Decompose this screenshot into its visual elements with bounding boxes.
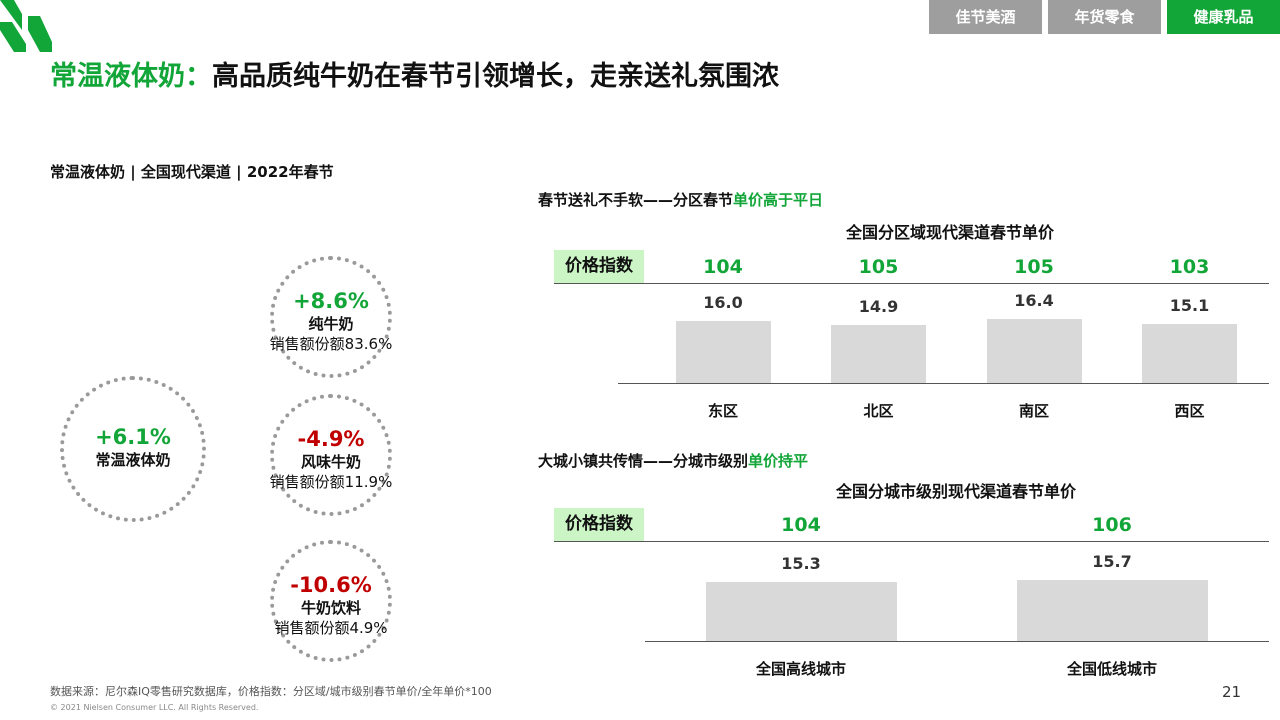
price-bar [831,324,926,383]
sub-category-name: 风味牛奶 [300,453,361,471]
price-index-value: 104 [703,256,743,278]
region-section-title-highlight: 单价高于平日 [733,191,824,209]
tab-snacks[interactable]: 年货零食 [1048,0,1161,34]
sub-category-growth: -10.6% [290,573,372,597]
category-label: 东区 [707,402,738,420]
sub-category-label: -4.9% 风味牛奶 销售额份额11.9% [251,426,411,492]
price-index-value: 105 [1014,256,1054,278]
price-bar [675,320,771,383]
sub-category-growth: -4.9% [297,427,365,451]
city-section-title-highlight: 单价持平 [748,452,809,470]
page-title-rest: 高品质纯牛奶在春节引领增长，走亲送礼氛围浓 [212,61,779,92]
tab-dairy[interactable]: 健康乳品 [1167,0,1280,34]
price-bar-label: 14.9 [858,296,899,316]
main-category-label: +6.1% 常温液体奶 [60,424,206,470]
page-title: 常温液体奶：高品质纯牛奶在春节引领增长，走亲送礼氛围浓 [50,54,779,93]
region-chart-title: 全国分区域现代渠道春节单价 [845,223,1054,242]
category-label: 全国高线城市 [755,660,846,678]
page-title-highlight: 常温液体奶： [50,61,212,92]
region-section-title-plain: 春节送礼不手软——分区春节 [538,191,734,209]
price-index-value: 104 [781,514,821,536]
price-bar [1142,324,1237,383]
city-chart-baseline [645,641,1269,642]
city-section-title: 大城小镇共传情——分城市级别单价持平 [538,450,808,471]
sub-category-label: +8.6% 纯牛奶 销售额份额83.6% [251,288,411,354]
city-index-divider [554,541,1269,542]
sub-category-share: 销售额份额4.9% [274,619,388,637]
price-bar [986,319,1082,383]
price-index-value: 103 [1169,256,1210,278]
category-label: 南区 [1018,402,1049,420]
category-label: 西区 [1174,402,1205,420]
region-chart-baseline [618,383,1269,384]
price-bar-label: 16.0 [703,292,743,312]
page-number: 21 [1222,683,1242,701]
category-label: 全国低线城市 [1066,660,1157,678]
price-bar-label: 15.1 [1169,296,1210,316]
region-index-divider [554,283,1269,284]
region-price-index-label: 价格指数 [554,250,644,283]
sub-category-circle [270,540,392,662]
city-price-index-label: 价格指数 [554,508,644,541]
price-index-value: 106 [1092,514,1132,536]
price-bar [1016,580,1208,641]
price-bar [705,581,897,641]
main-category-growth: +6.1% [95,425,171,449]
sub-category-circle [270,394,392,516]
city-chart-title: 全国分城市级别现代渠道春节单价 [835,482,1076,501]
price-index-value: 105 [858,256,899,278]
section-subtitle: 常温液体奶 | 全国现代渠道 | 2022年春节 [50,163,334,181]
sub-category-name: 牛奶饮料 [300,599,361,617]
sub-category-share: 销售额份额11.9% [269,473,393,491]
sub-category-name: 纯牛奶 [308,315,354,333]
city-section-title-plain: 大城小镇共传情——分城市级别 [538,452,749,470]
tab-wine[interactable]: 佳节美酒 [929,0,1042,34]
sub-category-growth: +8.6% [293,289,369,313]
category-label: 北区 [863,402,894,420]
region-section-title: 春节送礼不手软——分区春节单价高于平日 [538,189,823,210]
price-bar-label: 15.3 [781,553,821,573]
data-source-note: 数据来源：尼尔森IQ零售研究数据库，价格指数：分区域/城市级别春节单价/全年单价… [50,685,492,698]
price-bar-label: 16.4 [1014,291,1054,310]
nielsen-logo-icon [0,0,52,52]
copyright-note: © 2021 Nielsen Consumer LLC. All Rights … [50,703,259,712]
price-bar-label: 15.7 [1092,552,1132,571]
sub-category-share: 销售额份额83.6% [269,335,393,353]
sub-category-circle [270,256,392,378]
sub-category-label: -10.6% 牛奶饮料 销售额份额4.9% [251,572,411,638]
main-category-circle [60,376,206,522]
main-category-name: 常温液体奶 [95,451,171,469]
